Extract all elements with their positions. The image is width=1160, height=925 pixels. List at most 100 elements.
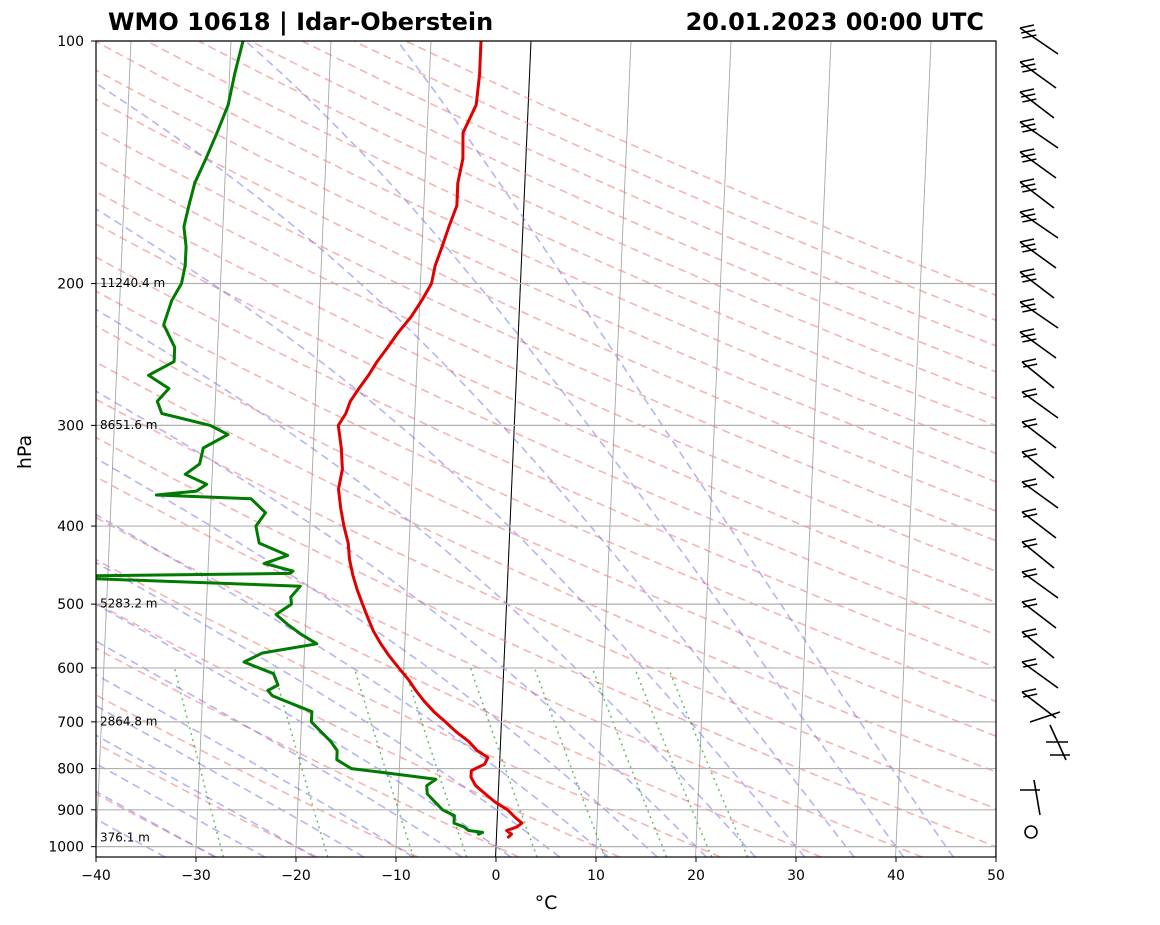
wind-barb-flag [1022, 338, 1037, 343]
wind-barb-flag [1021, 418, 1037, 423]
wind-barb-flag [1021, 303, 1036, 308]
y-tick-label: 100 [57, 34, 84, 50]
wind-barb-flag [1022, 128, 1037, 133]
dry-adiabat-line [96, 742, 318, 857]
x-tick-label: −30 [181, 868, 211, 884]
wind-barb-flag [1021, 93, 1036, 98]
moist-adiabat-line [96, 513, 609, 857]
wind-barb-flag [1023, 453, 1038, 458]
x-tick-label: 10 [587, 868, 605, 884]
plot-frame [95, 40, 997, 858]
wind-barb-flag [1019, 58, 1035, 63]
wind-barb-flag [1021, 568, 1037, 573]
wind-barb-flag [1019, 88, 1035, 93]
height-labels: 11240.4 m 8651.6 m 5283.2 m 2864.8 m 376.1 m [100, 276, 165, 844]
wind-barb-flag [1019, 268, 1035, 273]
dry-adiabat-line [96, 793, 217, 857]
wind-barb-flag [1021, 508, 1037, 513]
x-tick-label: 30 [787, 868, 805, 884]
y-tick-label: 200 [57, 277, 84, 293]
wind-barb-flag [1021, 538, 1037, 543]
moist-adiabat-line [96, 734, 315, 857]
wind-barb-flag [1023, 663, 1038, 668]
dry-adiabat-line [96, 325, 996, 737]
wind-barb-flag [1021, 29, 1036, 34]
wind-barb-staff [1033, 779, 1041, 816]
y-tick-label: 500 [57, 597, 84, 613]
pressure-grid [96, 40, 996, 848]
x-tick-label: −20 [281, 868, 311, 884]
moist-adiabat-line [96, 561, 561, 857]
moist-adiabat-line [96, 82, 855, 857]
mixing-ratio-line [403, 667, 468, 857]
mixing-ratio-line [353, 667, 415, 857]
wind-barb-flag [1022, 248, 1037, 253]
wind-barb-flag [1019, 208, 1035, 213]
wind-barb-flag [1021, 598, 1037, 603]
dewpoint-profile-line [96, 41, 485, 836]
wind-barb-flag [1023, 423, 1038, 428]
wind-barb-flag [1023, 603, 1038, 608]
chart-title-station: WMO 10618 | Idar-Oberstein [108, 8, 493, 36]
dry-adiabat-line [96, 159, 996, 573]
dry-adiabat-line [301, 41, 996, 347]
x-tick-label: 40 [887, 868, 905, 884]
x-tick-label: −10 [381, 868, 411, 884]
dry-adiabat-line [96, 223, 996, 636]
wind-barb-flag [1019, 298, 1035, 303]
isotherm-line [1096, 41, 1131, 857]
dry-adiabat-line [96, 516, 822, 857]
wind-barb-flag [1019, 238, 1035, 243]
wind-barb-flag [1021, 658, 1037, 663]
mixing-ratio-line [533, 667, 606, 857]
wind-barb-flag [1021, 628, 1037, 633]
y-tick-label: 600 [57, 661, 84, 677]
background-lines [96, 41, 1131, 857]
plot-area: 11240.4 m 8651.6 m 5283.2 m 2864.8 m 376.1 m… [48, 34, 1131, 884]
y-tick-label: 300 [57, 418, 84, 434]
mixing-ratio-line [173, 667, 225, 857]
moist-adiabat-line [96, 640, 463, 857]
moist-adiabat-line [245, 41, 905, 857]
wind-barb-flag [1019, 118, 1035, 123]
wind-barb-flag [1021, 333, 1036, 338]
x-tick-label: 0 [492, 868, 501, 884]
wind-barb-flag [1022, 68, 1037, 73]
wind-barb-flag [1021, 183, 1036, 188]
dry-adiabat-line [353, 41, 996, 322]
moist-adiabat-line [96, 308, 756, 857]
moist-adiabat-line [96, 704, 365, 857]
isotherm-line [595, 41, 632, 857]
wind-barb-flag [1021, 448, 1037, 453]
y-tick-label: 900 [57, 803, 84, 819]
moist-adiabat-line [96, 790, 216, 857]
y-tick-label: 1000 [48, 840, 84, 856]
wind-barb-flag [1019, 24, 1035, 29]
isotherm-line [995, 836, 996, 857]
calm-wind-circle [1024, 825, 1038, 839]
isotherm-line [695, 41, 732, 857]
mixing-ratio-line [272, 667, 329, 857]
height-label: 376.1 m [100, 830, 150, 844]
wind-barb-flag [1019, 178, 1035, 183]
dry-adiabat-line [146, 41, 996, 427]
wind-barb-flag [1021, 358, 1037, 363]
dry-adiabat-line [96, 558, 721, 857]
wind-barb-flag [1022, 158, 1037, 163]
x-axis-label: °C [535, 892, 558, 914]
moist-adiabat-line [96, 208, 806, 857]
wind-barb-flag [1021, 153, 1036, 158]
wind-barb-flag [1023, 483, 1038, 488]
dry-adiabat-line [96, 69, 996, 483]
wind-barb-flag [1019, 148, 1035, 153]
wind-barb-flag [1022, 34, 1037, 39]
dry-adiabat-line [198, 41, 996, 400]
moist-adiabat-line [96, 762, 266, 857]
wind-barb-flag [1021, 478, 1037, 483]
profiles [96, 41, 524, 839]
wind-barb-flag [1021, 213, 1036, 218]
wind-barb-flag [1023, 543, 1038, 548]
height-label: 11240.4 m [100, 276, 165, 290]
temperature-profile-line [336, 41, 524, 839]
x-tick-label: 20 [687, 868, 705, 884]
